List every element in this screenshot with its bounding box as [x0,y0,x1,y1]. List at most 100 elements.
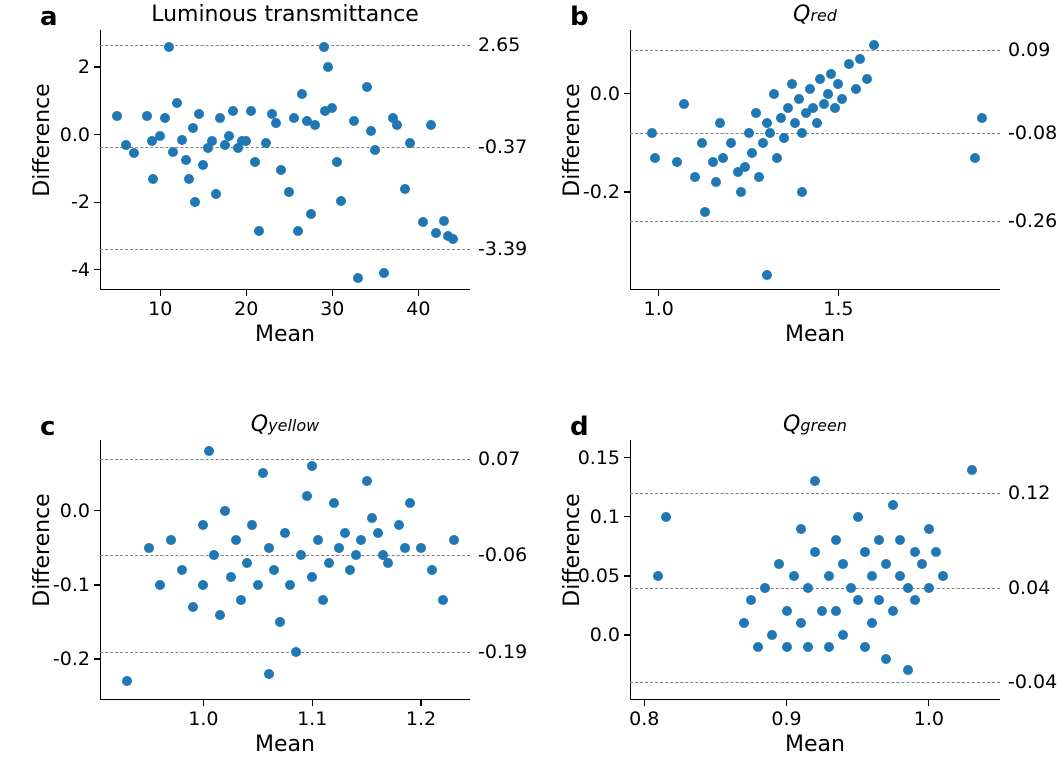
data-point [334,543,344,553]
data-point [207,136,217,146]
panel-title-c: Qyellow [100,412,470,437]
reference-label: 0.09 [1008,39,1050,61]
data-point [805,84,815,94]
data-point [776,113,786,123]
data-point [362,476,372,486]
x-axis-label: Mean [630,322,1000,347]
data-point [241,136,251,146]
x-tick-label: 1.5 [823,298,853,320]
data-point [228,106,238,116]
data-point [164,42,174,52]
data-point [449,535,459,545]
data-point [160,113,170,123]
data-point [740,162,750,172]
data-point [284,187,294,197]
data-point [122,676,132,686]
data-point [392,120,402,130]
reference-line [630,133,1000,134]
data-point [400,184,410,194]
data-point [327,103,337,113]
data-point [383,558,393,568]
panel-letter-a: a [40,2,58,32]
x-axis-label: Mean [630,732,1000,757]
data-point [271,118,281,128]
data-point [215,113,225,123]
data-point [690,172,700,182]
y-axis-label: Difference [560,65,585,215]
x-axis-label: Mean [100,732,470,757]
figure: aLuminous transmittance2.65-0.37-3.39102… [0,0,1064,772]
data-point [329,498,339,508]
x-tick [786,700,787,706]
data-point [765,128,775,138]
data-point [810,547,820,557]
y-tick [624,457,630,458]
reference-label: -0.08 [1008,122,1057,144]
data-point [736,187,746,197]
data-point [888,500,898,510]
y-tick [94,510,100,511]
data-point [846,583,856,593]
data-point [340,528,350,538]
data-point [874,595,884,605]
data-point [862,74,872,84]
data-point [353,273,363,283]
x-tick [418,290,419,296]
data-point [264,543,274,553]
data-point [762,270,772,280]
data-point [679,99,689,109]
y-tick-label: 0.0 [60,124,90,146]
data-point [323,62,333,72]
y-tick [624,575,630,576]
data-point [874,535,884,545]
data-point [181,155,191,165]
data-point [112,111,122,121]
y-tick-label: 0.0 [590,624,620,646]
data-point [812,118,822,128]
reference-label: -0.04 [1008,671,1057,693]
reference-line [100,249,470,250]
data-point [236,595,246,605]
data-point [967,465,977,475]
data-point [831,606,841,616]
data-point [448,234,458,244]
data-point [198,160,208,170]
data-point [231,535,241,545]
data-point [838,559,848,569]
y-tick-label: -0.2 [583,181,620,203]
data-point [293,226,303,236]
data-point [291,647,301,657]
data-point [782,642,792,652]
data-point [190,197,200,207]
data-point [815,74,825,84]
data-point [427,565,437,575]
data-point [917,559,927,569]
data-point [853,512,863,522]
panel-letter-d: d [570,412,589,442]
data-point [370,145,380,155]
data-point [349,116,359,126]
data-point [779,133,789,143]
data-point [867,618,877,628]
data-point [310,120,320,130]
reference-line [630,682,1000,683]
data-point [833,79,843,89]
plot-area-b [630,30,1000,290]
data-point [198,580,208,590]
data-point [910,595,920,605]
data-point [394,520,404,530]
data-point [302,491,312,501]
data-point [769,89,779,99]
data-point [438,595,448,605]
x-tick-label: 10 [148,298,172,320]
data-point [831,535,841,545]
reference-line [100,555,470,556]
panel-letter-b: b [570,2,589,32]
data-point [867,571,877,581]
y-axis-label: Difference [560,475,585,625]
y-tick [94,584,100,585]
data-point [726,138,736,148]
y-tick [94,134,100,135]
data-point [418,217,428,227]
data-point [426,120,436,130]
